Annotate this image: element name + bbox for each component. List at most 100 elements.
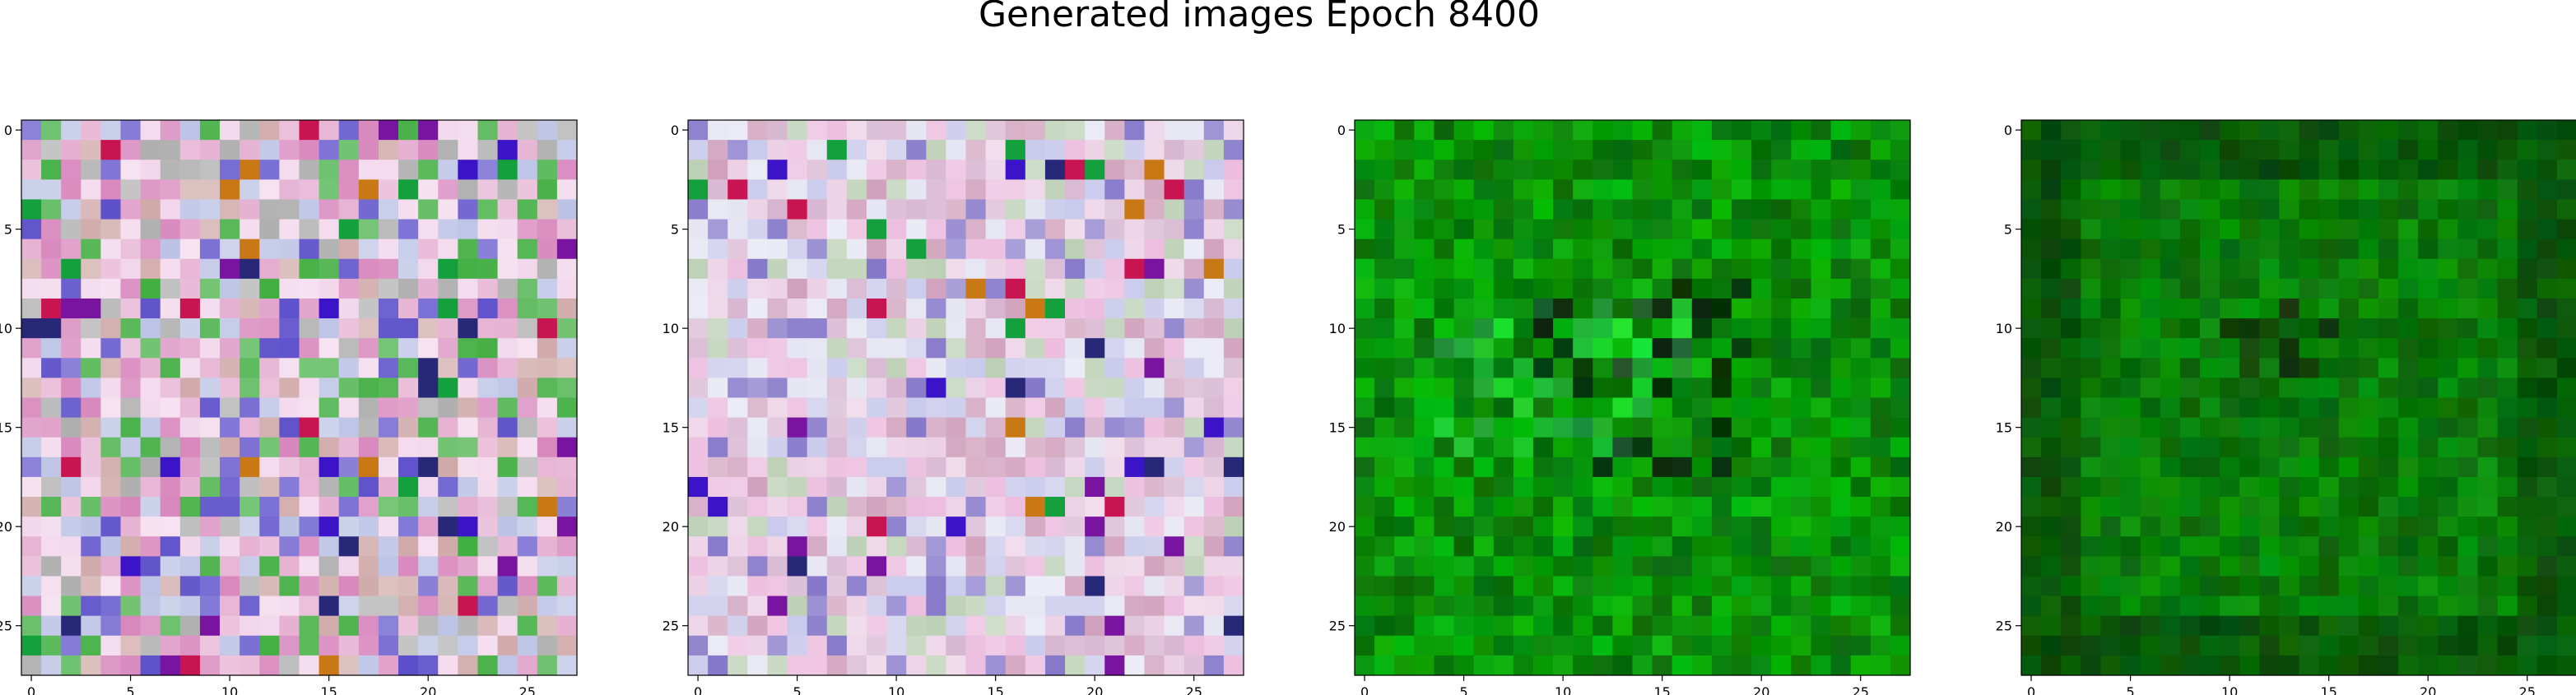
- image-pixel: [1811, 140, 1832, 160]
- image-pixel: [1414, 655, 1435, 676]
- image-pixel: [2120, 318, 2141, 339]
- image-pixel: [2318, 417, 2340, 438]
- image-pixel: [1890, 556, 1911, 577]
- image-pixel: [1223, 239, 1244, 260]
- image-pixel: [1453, 338, 1475, 359]
- image-pixel: [2378, 536, 2399, 557]
- image-pixel: [1532, 179, 1554, 201]
- image-pixel: [886, 497, 907, 517]
- image-pixel: [2517, 318, 2538, 339]
- image-pixel: [1771, 338, 1792, 359]
- image-pixel: [1751, 239, 1772, 260]
- image-pixel: [1771, 556, 1792, 577]
- image-pixel: [378, 358, 399, 378]
- image-pixel: [299, 318, 320, 339]
- image-pixel: [438, 456, 458, 478]
- image-pixel: [477, 476, 499, 498]
- image-pixel: [2160, 476, 2181, 498]
- image-pixel: [1553, 199, 1574, 220]
- image-pixel: [985, 437, 1007, 458]
- image-pixel: [2299, 397, 2320, 419]
- image-pixel: [1791, 655, 1812, 676]
- image-pixel: [2239, 397, 2260, 419]
- image-pixel: [259, 417, 280, 438]
- image-pixel: [2120, 258, 2141, 280]
- image-pixel: [61, 456, 81, 478]
- image-pixel: [2081, 437, 2102, 458]
- image-pixel: [1493, 476, 1514, 498]
- image-pixel: [537, 417, 558, 438]
- image-pixel: [259, 397, 280, 419]
- image-pixel: [398, 417, 419, 438]
- image-pixel: [140, 635, 161, 656]
- image-pixel: [846, 437, 867, 458]
- image-pixel: [2536, 655, 2558, 676]
- image-pixel: [1711, 358, 1732, 378]
- image-pixel: [2140, 655, 2161, 676]
- image-pixel: [2120, 278, 2141, 299]
- image-pixel: [886, 239, 907, 260]
- image-pixel: [2179, 576, 2201, 597]
- image-pixel: [1414, 456, 1435, 478]
- image-pixel: [2100, 517, 2122, 537]
- image-pixel: [985, 497, 1007, 517]
- image-pixel: [338, 576, 360, 597]
- image-pixel: [2378, 576, 2399, 597]
- image-pixel: [418, 497, 439, 517]
- image-pixel: [81, 378, 102, 399]
- image-pixel: [299, 140, 320, 160]
- image-pixel: [319, 635, 340, 656]
- image-pixel: [2517, 635, 2538, 656]
- image-pixel: [2418, 258, 2439, 280]
- image-pixel: [886, 615, 907, 637]
- image-pixel: [378, 278, 399, 299]
- image-pixel: [2081, 615, 2102, 637]
- image-pixel: [846, 497, 867, 517]
- image-pixel: [2220, 278, 2240, 299]
- image-pixel: [1771, 219, 1792, 240]
- image-pixel: [358, 476, 379, 498]
- image-pixel: [1144, 536, 1165, 557]
- image-pixel: [2279, 576, 2300, 597]
- image-pixel: [21, 497, 42, 517]
- image-pixel: [1811, 298, 1832, 319]
- image-pixel: [160, 179, 181, 201]
- image-pixel: [378, 635, 399, 656]
- image-pixel: [2140, 576, 2161, 597]
- image-pixel: [418, 219, 439, 240]
- image-pixel: [2517, 378, 2538, 399]
- image-pixel: [140, 536, 161, 557]
- image-pixel: [2100, 456, 2122, 478]
- image-pixel: [886, 278, 907, 299]
- image-pixel: [61, 160, 81, 180]
- image-pixel: [2081, 160, 2102, 180]
- x-tick-label: 0: [694, 684, 702, 695]
- image-pixel: [100, 397, 122, 419]
- image-pixel: [787, 437, 808, 458]
- image-pixel: [2179, 615, 2201, 637]
- image-pixel: [1453, 179, 1475, 201]
- image-pixel: [807, 298, 828, 319]
- image-pixel: [160, 635, 181, 656]
- image-pixel: [2120, 655, 2141, 676]
- image-pixel: [688, 437, 709, 458]
- image-pixel: [1593, 140, 1613, 160]
- image-pixel: [1850, 556, 1872, 577]
- image-pixel: [517, 576, 538, 597]
- image-pixel: [2160, 199, 2181, 220]
- image-pixel: [1791, 556, 1812, 577]
- image-pixel: [1104, 160, 1125, 180]
- image-pixel: [1203, 517, 1225, 537]
- image-pixel: [1493, 615, 1514, 637]
- image-pixel: [2140, 397, 2161, 419]
- image-pixel: [826, 615, 848, 637]
- image-pixel: [708, 338, 728, 359]
- image-pixel: [1183, 358, 1205, 378]
- image-pixel: [319, 456, 340, 478]
- image-pixel: [220, 338, 240, 359]
- image-pixel: [1124, 338, 1146, 359]
- image-pixel: [1164, 358, 1185, 378]
- image-pixel: [1791, 635, 1812, 656]
- image-pixel: [886, 358, 907, 378]
- image-pixel: [2477, 258, 2499, 280]
